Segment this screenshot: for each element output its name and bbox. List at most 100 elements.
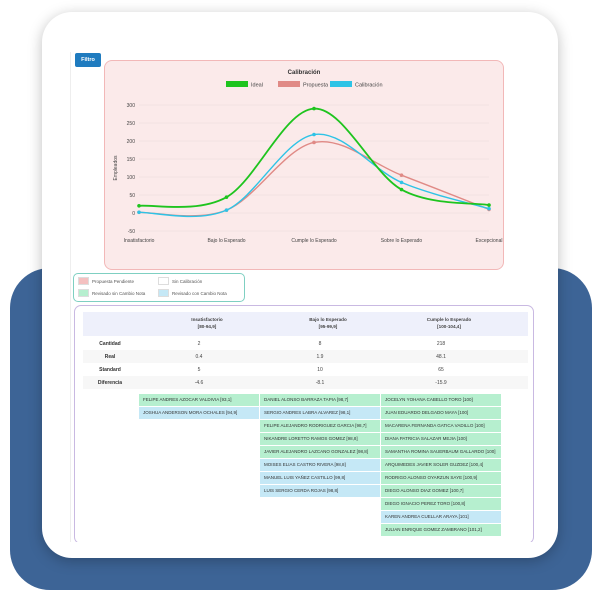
column-range: [95-99,9] (318, 324, 338, 329)
legend-propuesta-pendiente: Propuesta Pendiente (78, 277, 134, 285)
table-header: Insatisfactorio [80-94,9] Bajo lo Espera… (83, 312, 528, 336)
series-line-ideal (138, 107, 490, 208)
calibration-chart: Calibración Ideal Propuesta Calibración -50 0… (113, 70, 503, 244)
row-label-standard: Standard (99, 367, 121, 373)
status-legend: Propuesta Pendiente Sin Calibración Revi… (73, 273, 245, 302)
x-tick-label: Insatisfactorio (124, 238, 155, 244)
legend-label: Revisado sin Cambio Nota (92, 290, 146, 296)
legend-label: Revisado con Cambio Nota (172, 290, 227, 296)
data-point (312, 106, 316, 111)
x-tick-label: Excepcional (476, 238, 503, 244)
employee-cell[interactable]: NIKANDRE LORETTO RAMOS GOMEZ [98,8] (260, 433, 380, 445)
legend-swatch (158, 277, 169, 285)
cell: 8 (318, 341, 322, 347)
data-point (487, 203, 491, 207)
cell: -4.6 (194, 380, 204, 386)
employee-cell[interactable]: SAMANTHA ROMINA SAUERBAUM GALLARDO [100] (381, 446, 501, 458)
chart-title: Calibración (288, 70, 321, 76)
employee-cell[interactable]: KAREN ANDREA CUELLAR ARAYA [101] (381, 511, 501, 523)
employee-cell[interactable]: DIEGO IGNACIO PEREZ TORO [100,8] (381, 498, 501, 510)
cell: 65 (438, 367, 444, 373)
legend-swatch (278, 81, 300, 87)
app-card: Filtro Calibración Ideal Propuesta Calibrac… (42, 12, 558, 558)
legend-swatch (330, 81, 352, 87)
data-point (487, 206, 491, 211)
table-row (83, 376, 528, 389)
y-tick-label: -50 (128, 229, 135, 235)
employee-cell[interactable]: FELIPE ANDRES AZOCAR VALDIVIA [93,1] (139, 394, 259, 406)
employee-cell[interactable]: LUIS SERGIO CERDA ROJAS [98,8] (260, 485, 380, 497)
employee-cell[interactable]: MACARENA FERNANDA GATICA VADILLO [100] (381, 420, 501, 432)
data-point (399, 180, 404, 185)
cell: 10 (317, 367, 323, 373)
x-tick-label: Bajo lo Esperado (207, 238, 245, 244)
legend-swatch (78, 277, 89, 285)
data-point (312, 140, 316, 145)
cell: 218 (436, 341, 446, 347)
employee-cell[interactable]: JUAN EDUARDO DELGADO MAYA [100] (381, 407, 501, 419)
data-point (137, 210, 141, 215)
y-tick-label: 300 (127, 103, 136, 109)
cell: 2 (197, 341, 201, 347)
employee-cell[interactable]: JOCELYN YOHANA CABELLO TORO [100] (381, 394, 501, 406)
x-tick-label: Cumple lo Esperado (291, 238, 337, 244)
employee-cell[interactable]: FELIPE ALEJANDRO RODRIGUEZ GARCIA [98,7] (260, 420, 380, 432)
employee-cell[interactable]: MOISES ELIAS CASTRO RIVERA [98,8] (260, 459, 380, 471)
column-header-cumple: Cumple lo Esperado [100-104,4] (389, 316, 509, 330)
employee-cell[interactable]: DIANA PATRICIA SALAZAR MEJIA [100] (381, 433, 501, 445)
cell: 5 (197, 367, 201, 373)
employee-cell[interactable]: RODRIGO ALONSO OYARZUN SAYE [100,9] (381, 472, 501, 484)
legend-label: Ideal (251, 83, 263, 89)
employee-cell[interactable]: MANUEL LUIS YAÑEZ CASTILLO [99,8] (260, 472, 380, 484)
column-header-bajo: Bajo lo Esperado [95-99,9] (268, 316, 388, 330)
series-line-calibración (138, 133, 490, 218)
legend-label: Propuesta Pendiente (92, 278, 135, 284)
legend-label: Calibración (355, 83, 383, 89)
row-label-diferencia: Diferencia (97, 380, 123, 386)
y-tick-label: 50 (129, 193, 135, 199)
data-point (399, 173, 404, 177)
legend-revisado-con-cambio: Revisado con Cambio Nota (158, 289, 227, 297)
data-point (312, 132, 316, 137)
filter-button[interactable]: Filtro (75, 53, 101, 67)
column-title: Cumple lo Esperado (426, 317, 472, 322)
legend-swatch (226, 81, 248, 87)
x-tick-label: Sobre lo Esperado (381, 238, 423, 244)
employee-cell[interactable]: DANIEL ALONSO BARRAZA TAPIA [98,7] (260, 394, 380, 406)
row-label-real: Real (104, 354, 116, 360)
employee-cell[interactable]: SERGIO ANDRES LABRA ALVAREZ [98,1] (260, 407, 380, 419)
cell: 1.9 (316, 354, 324, 360)
calibration-chart-panel: Calibración Ideal Propuesta Calibración -50 0… (104, 60, 504, 270)
legend-swatch (78, 289, 89, 297)
y-tick-label: 250 (127, 121, 136, 127)
column-range: [80-94,9] (197, 324, 217, 329)
calibration-table: Insatisfactorio [80-94,9] Bajo lo Espera… (74, 305, 534, 542)
series-line-propuesta (138, 140, 490, 217)
column-header-insatisfactorio: Insatisfactorio [80-94,9] (147, 316, 267, 330)
legend-sin-calibracion: Sin Calibración (158, 277, 202, 285)
employee-cell[interactable]: JULIAN ENRIQUE GOMEZ ZAMBRANO [101,2] (381, 524, 501, 536)
column-range: [100-104,4] (437, 324, 461, 329)
data-point (399, 187, 404, 192)
y-tick-label: 200 (127, 139, 136, 145)
data-point (137, 204, 141, 208)
employee-cell[interactable]: JAVIER ALEJANDRO LAZCANO GONZALEZ [98,8] (260, 446, 380, 458)
legend-revisado-sin-cambio: Revisado sin Cambio Nota (78, 289, 145, 297)
cell: -15.9 (435, 380, 447, 386)
employee-cell[interactable]: DIEGO ALONSO DIAZ GOMEZ [100,7] (381, 485, 501, 497)
data-point (224, 195, 229, 199)
row-label-cantidad: Cantidad (99, 341, 121, 347)
cell: -8.1 (315, 380, 325, 386)
y-tick-label: 0 (132, 211, 135, 217)
legend-label: Propuesta (303, 83, 329, 89)
y-tick-label: 100 (127, 175, 136, 181)
table-row (83, 337, 528, 350)
table-row (83, 350, 528, 363)
employee-cell[interactable]: ARQUIMEDES JAVIER SOLER GUZDEZ [100,4] (381, 459, 501, 471)
y-tick-label: 150 (127, 157, 136, 163)
app-screen: Filtro Calibración Ideal Propuesta Calibrac… (70, 52, 535, 542)
legend-swatch (158, 289, 169, 297)
cell: 48.1 (436, 354, 446, 360)
employee-cell[interactable]: JOSHUA ANDERSON MORA OCHALES [94,9] (139, 407, 259, 419)
data-point (224, 208, 229, 212)
